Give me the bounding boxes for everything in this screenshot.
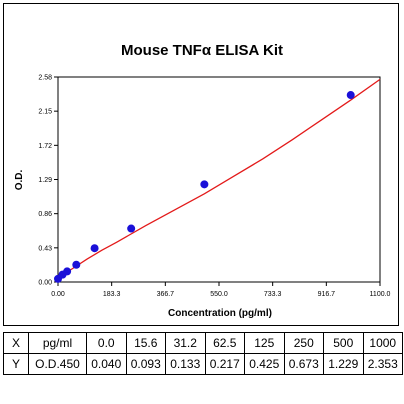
data-point [346,91,355,100]
y-axis-label: O.D. [14,170,25,191]
y-tick-label: 1.29 [38,177,52,184]
y-tick-label: 0.86 [38,211,52,218]
table-cell: 0.040 [86,353,127,375]
table-cell: 1.229 [323,353,364,375]
table-cell: 31.2 [165,332,206,354]
y-tick-label: 0.43 [38,245,52,252]
data-point [72,260,81,269]
y-tick-label: 1.72 [38,143,52,150]
plot-border [57,76,381,283]
fit-line [57,78,381,279]
data-point [63,267,72,276]
x-tick-label: 366.7 [157,291,175,298]
table-cell: 1000 [362,332,403,354]
table-cell: 0.093 [125,353,166,375]
table-cell: 15.6 [125,332,166,354]
table-cell: 0.133 [165,353,206,375]
table-cell: 125 [244,332,285,354]
table-cell: 0.0 [86,332,127,354]
row-unit: pg/ml [28,332,87,354]
y-tick-label: 0.00 [38,280,52,287]
data-point [90,244,99,253]
chart-frame [3,3,399,326]
x-axis-label: Concentration (pg/ml) [168,308,272,319]
data-point [127,224,136,233]
plot-area: 0.00 183.3 366.7 550.0 733.3 916.7 1100.0 0.00 0… [38,75,390,299]
x-tick-label: 916.7 [318,291,336,298]
chart-title: Mouse TNFα ELISA Kit [121,42,283,59]
row-header: Y [3,353,29,375]
table-cell: 250 [283,332,324,354]
y-tick-label: 2.58 [38,75,52,82]
x-tick-label: 1100.0 [370,291,391,298]
table-cell: 500 [323,332,364,354]
table-row: Y O.D.450 0.040 0.093 0.133 0.217 0.425 0.673 1.… [3,353,403,375]
table-cell: 0.217 [204,353,245,375]
chart: Mouse TNFα ELISA Kit O.D. Concentration … [14,42,391,319]
table-cell: 0.673 [283,353,324,375]
x-tick-label: 550.0 [210,291,228,298]
x-tick-label: 733.3 [264,291,282,298]
data-point [200,180,209,189]
x-tick-label: 183.3 [103,291,121,298]
row-unit: O.D.450 [28,353,87,375]
x-tick-label: 0.00 [51,291,65,298]
table-cell: 2.353 [362,353,403,375]
table-cell: 62.5 [204,332,245,354]
row-header: X [3,332,29,354]
y-tick-label: 2.15 [38,109,52,116]
table-cell: 0.425 [244,353,285,375]
